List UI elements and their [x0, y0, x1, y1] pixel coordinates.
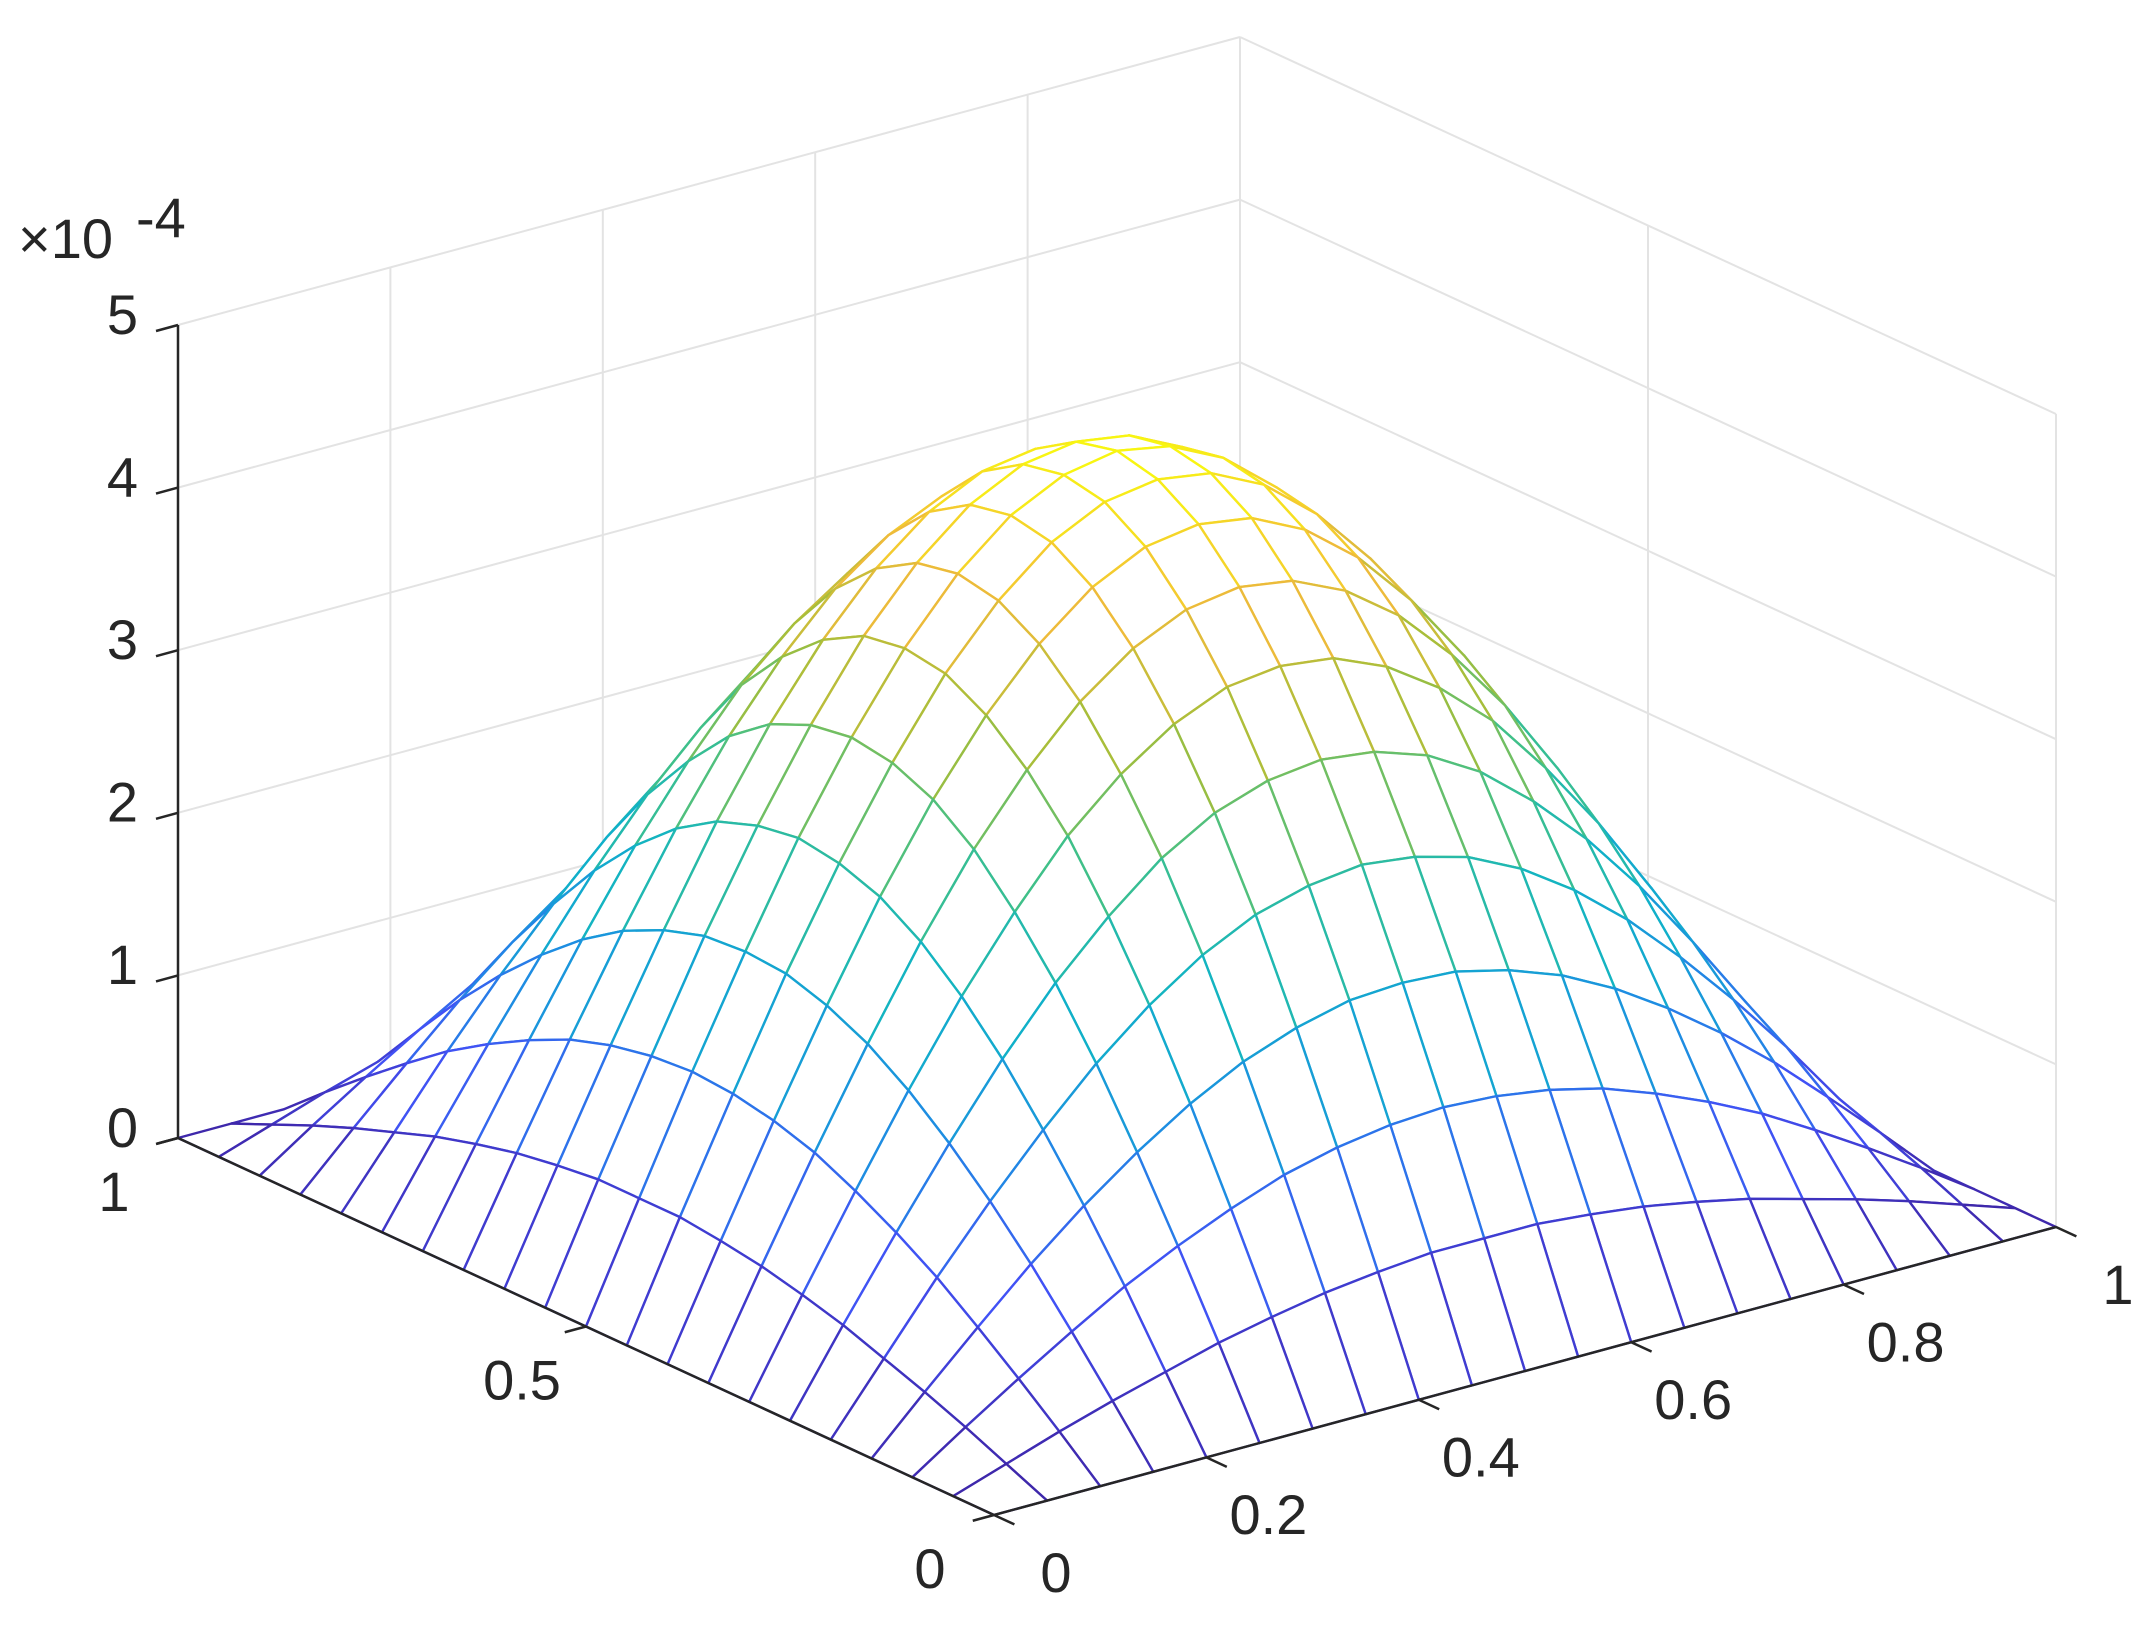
- x-tick-label: 0.8: [1867, 1310, 1945, 1373]
- z-tick: [155, 1136, 179, 1146]
- z-tick: [155, 974, 179, 983]
- x-axis: [993, 1225, 2057, 1517]
- grid-line: [177, 198, 1241, 489]
- z-tick-label: 2: [107, 771, 138, 834]
- x-tick: [1418, 1398, 1440, 1411]
- x-tick: [2055, 1225, 2077, 1238]
- z-tick-label: 5: [107, 283, 138, 346]
- x-tick-label: 0: [1040, 1541, 1071, 1604]
- x-tick: [1630, 1341, 1653, 1353]
- z-tick-label: 4: [107, 445, 138, 508]
- z-tick: [155, 811, 179, 821]
- x-tick: [993, 1513, 1015, 1526]
- x-tick: [1205, 1456, 1228, 1468]
- z-tick-label: 3: [107, 608, 138, 671]
- y-tick-label: 0.5: [483, 1348, 561, 1411]
- z-multiplier-exponent: -4: [136, 186, 186, 249]
- z-tick: [155, 486, 179, 495]
- grid-line: [177, 36, 1241, 326]
- z-multiplier-base: ×10: [18, 207, 113, 270]
- y-tick-label: 1: [98, 1160, 129, 1223]
- z-tick-label: 0: [107, 1096, 138, 1159]
- z-tick: [155, 323, 179, 333]
- y-tick: [564, 1325, 587, 1334]
- x-tick-label: 0.6: [1654, 1368, 1732, 1431]
- z-tick-label: 1: [107, 933, 138, 996]
- y-tick: [972, 1513, 995, 1522]
- z-tick: [155, 648, 179, 658]
- x-tick-label: 1: [2102, 1253, 2133, 1316]
- grid-line: [177, 361, 1241, 652]
- x-tick: [1843, 1283, 1865, 1296]
- x-tick-label: 0.2: [1229, 1483, 1307, 1546]
- x-tick-label: 0.4: [1442, 1426, 1520, 1489]
- y-tick-label: 0: [914, 1537, 945, 1600]
